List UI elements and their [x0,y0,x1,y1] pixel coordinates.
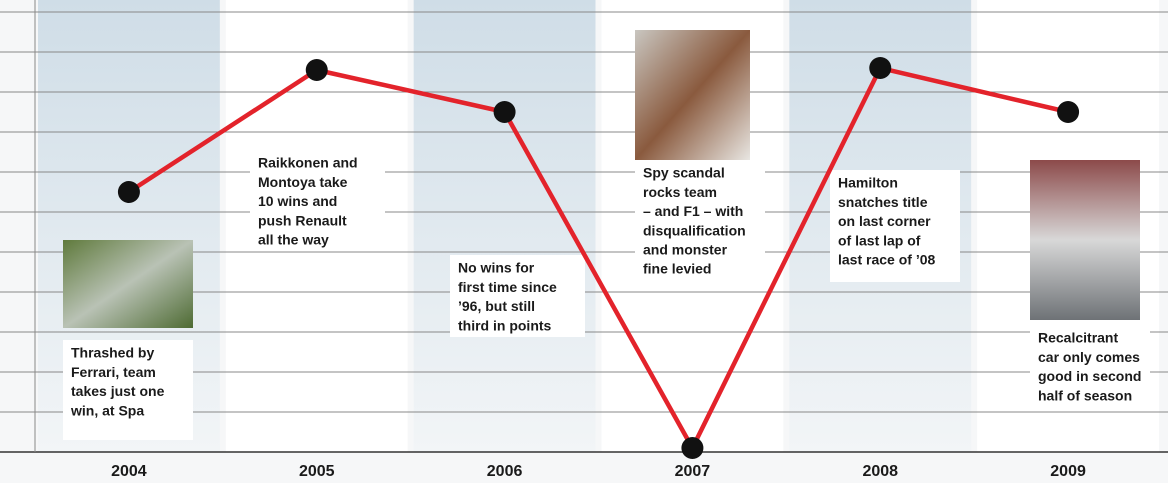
point [305,59,328,81]
point [1057,101,1080,123]
photo [635,30,750,160]
column-band [413,0,596,452]
annotation-box [250,150,385,250]
annotation-text: ’96, but still [458,298,535,314]
annotation-text: push Renault [258,212,347,228]
annotation-box [63,340,193,440]
annotation-text: Spy scandal [643,165,725,181]
x-tick-label: 2008 [862,463,898,480]
photo [1030,160,1140,320]
annotation-box [830,170,960,282]
x-tick-label: 2004 [111,463,147,480]
point [493,101,516,123]
x-tick-label: 2007 [675,463,711,480]
annotation-text: Ferrari, team [71,364,156,380]
annotation-text: Raikkonen and [258,155,358,171]
point [117,181,140,203]
annotation-text: win, at Spa [70,402,144,418]
annotation-text: disqualification [643,222,746,238]
annotation-text: No wins for [458,260,535,276]
point [869,57,892,79]
line [127,65,1069,451]
x-tick-label: 2006 [487,463,523,480]
annotation-text: and monster [643,242,728,258]
annotation-text: Hamilton [838,175,898,191]
annotation-box [635,160,765,275]
annotation-text: 10 wins and [258,193,337,209]
annotation-text: – and F1 – with [643,203,743,219]
annotation-text: takes just one [71,383,165,399]
annotation-text: Recalcitrant [1038,330,1118,346]
annotation-text: car only comes [1038,349,1140,365]
annotation-text: third in points [458,317,552,333]
annotation-text: Montoya take [258,174,348,190]
annotation-text: half of season [1038,387,1132,403]
x-tick-label: 2005 [299,463,335,480]
annotation-text: rocks team [643,184,717,200]
photo [63,240,193,328]
annotation-text: of last lap of [838,232,921,248]
annotation-box [1030,325,1150,411]
annotation-text: Thrashed by [71,345,154,361]
annotation-text: good in second [1038,368,1141,384]
annotation-text: on last corner [838,213,931,229]
annotation-text: all the way [258,232,329,248]
annotation-text: last race of ’08 [838,252,935,268]
annotation-text: fine levied [643,261,711,277]
annotation-box [450,255,585,337]
annotation-text: snatches title [838,194,928,210]
annotation-text: first time since [458,279,557,295]
x-tick-label: 2009 [1050,463,1086,480]
point [681,437,704,459]
